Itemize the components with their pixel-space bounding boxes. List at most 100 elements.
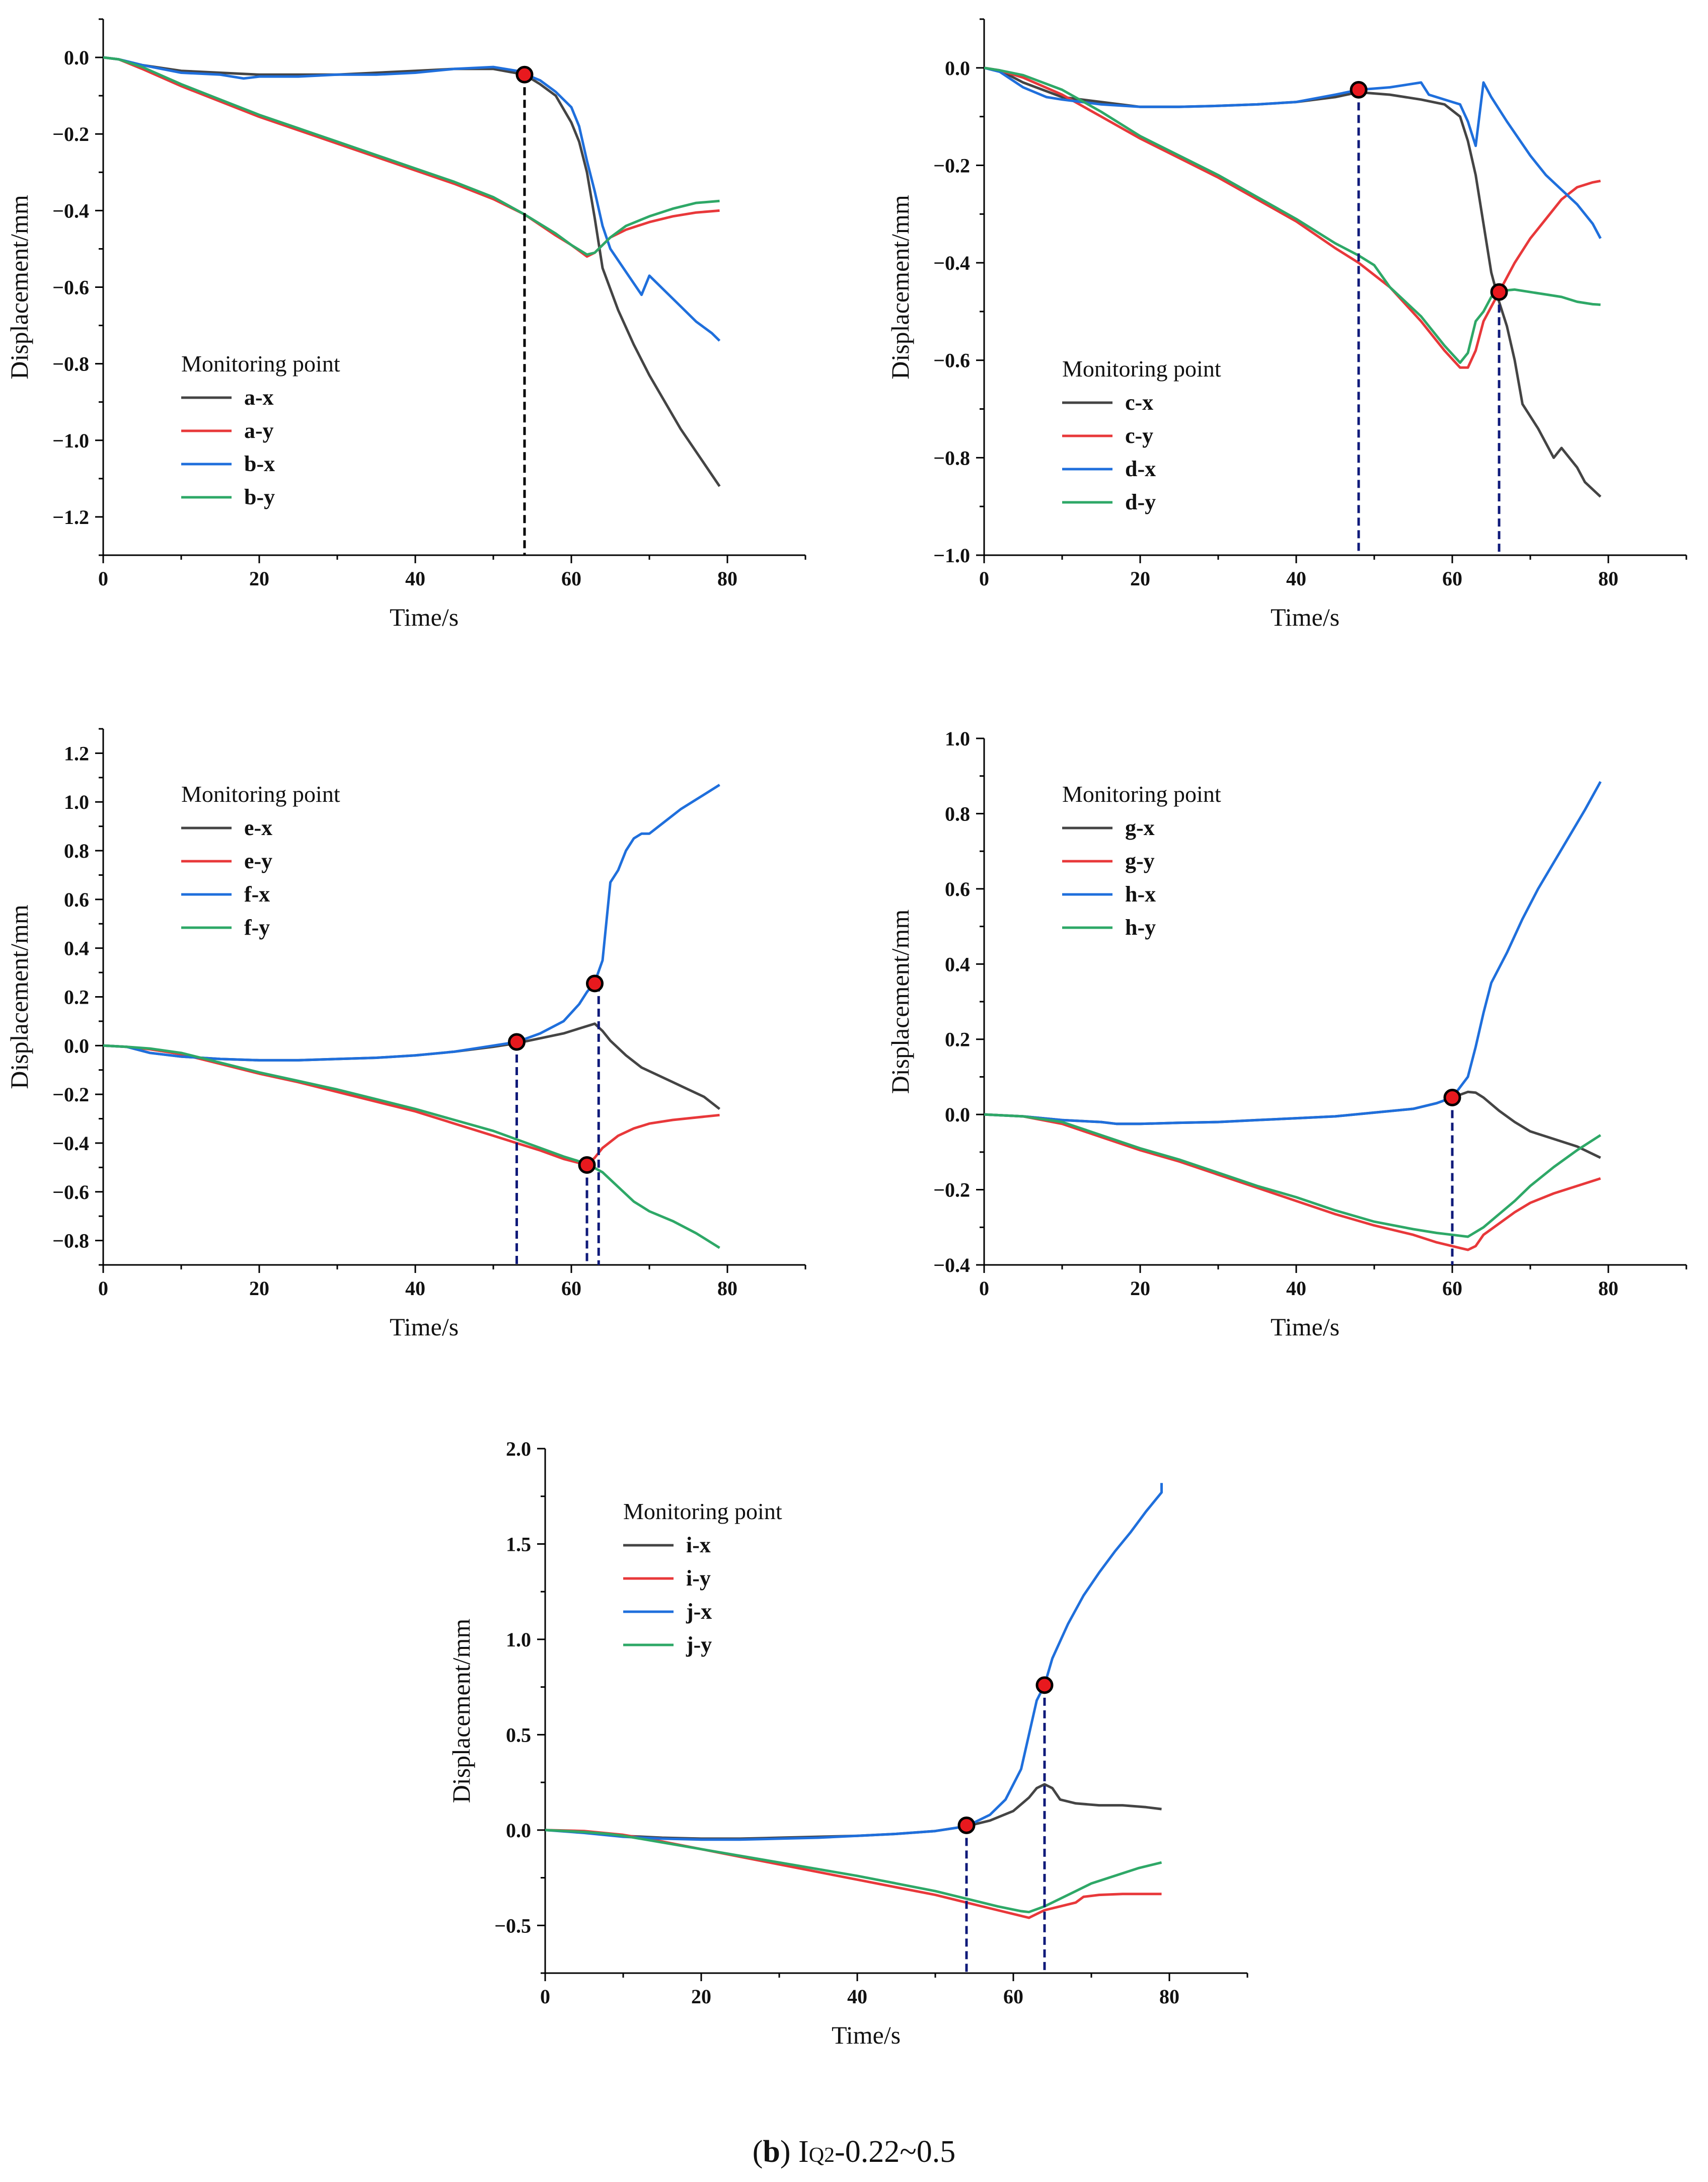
- legend-label-i-x: i-x: [686, 1533, 711, 1557]
- x-tick-label: 20: [249, 1277, 269, 1300]
- caption-subscript: Q2: [808, 2144, 835, 2167]
- x-tick-label: 0: [540, 1985, 550, 2008]
- y-tick-label: 1.0: [506, 1628, 531, 1651]
- y-tick-label: 0.0: [945, 1103, 970, 1126]
- y-axis-label: Displacement/mm: [5, 905, 33, 1089]
- x-tick-label: 20: [249, 567, 269, 590]
- y-tick-label: −0.5: [494, 1914, 531, 1937]
- y-tick-label: 0.5: [506, 1723, 531, 1746]
- series-line-j-y: [545, 1829, 1162, 1914]
- legend-label-e-x: e-x: [244, 815, 272, 840]
- panel-ef: 0 20 40 60 80 1.2 1.0 0.8 0.6 0.4 0.2 0.0 −0.2 −0.4 −0…: [5, 728, 806, 1341]
- y-tick-label: 0.2: [64, 986, 89, 1009]
- panel-ij: 0 20 40 60 80 2.0 1.5 1.0 0.5 0.0 −0.5 Time/s Displa…: [447, 1438, 1248, 2049]
- figure-caption: (b) IQ2-0.22~0.5: [752, 2135, 956, 2169]
- x-tick-label: 0: [979, 567, 989, 590]
- critical-point-marker: [515, 65, 534, 84]
- series-line-j-x: [545, 1483, 1163, 1841]
- y-tick-label: 0.0: [945, 57, 970, 80]
- y-tick-label: −1.0: [933, 544, 970, 567]
- legend-label-a-y: a-y: [244, 418, 274, 443]
- panel-cd: 0 20 40 60 80 0.0 −0.2 −0.4 −0.6 −0.8 −1.0 Time/s Di…: [886, 18, 1687, 631]
- y-tick-label: 0.2: [945, 1028, 970, 1051]
- legend-label-a-x: a-x: [244, 385, 274, 410]
- y-tick-label: 1.2: [64, 742, 89, 765]
- legend-title: Monitoring point: [623, 1498, 782, 1524]
- y-tick-label: 0.4: [64, 937, 89, 960]
- y-tick-label: 0.6: [945, 878, 970, 900]
- legend: Monitoring point g-x g-y h-x h-y: [1062, 781, 1221, 940]
- y-tick-label: −0.4: [52, 1132, 89, 1155]
- legend-title: Monitoring point: [181, 781, 340, 807]
- series-line-g-y: [984, 1113, 1601, 1251]
- x-axis-label: Time/s: [390, 1313, 459, 1341]
- series-line-c-x: [984, 66, 1602, 498]
- y-tick-label: 0.4: [945, 953, 970, 975]
- y-tick-label: 0.0: [506, 1819, 531, 1842]
- legend-label-h-y: h-y: [1125, 915, 1156, 940]
- y-tick-label: −0.4: [933, 252, 970, 274]
- y-tick-label: −0.4: [933, 1254, 970, 1276]
- x-tick-label: 40: [847, 1985, 867, 2008]
- x-tick-label: 0: [98, 1277, 108, 1300]
- panel-ab: 0 20 40 60 80 0.0 −0.2 −0.4 −0.6 −0.8 −1.0 −1.2 Time…: [5, 18, 806, 631]
- x-axis-label: Time/s: [390, 603, 459, 631]
- y-tick-label: −0.2: [52, 123, 89, 145]
- x-tick-label: 0: [98, 567, 108, 590]
- critical-point-marker: [586, 974, 604, 993]
- series-line-f-y: [103, 1044, 720, 1249]
- plot-area: [984, 781, 1602, 1251]
- series-line-a-x: [103, 56, 721, 487]
- y-tick-label: −0.8: [933, 446, 970, 469]
- series-line-f-x: [103, 784, 720, 1062]
- legend-label-b-y: b-y: [244, 485, 275, 509]
- series-line-h-y: [984, 1113, 1601, 1238]
- critical-point-marker: [957, 1816, 976, 1834]
- legend: Monitoring point c-x c-y d-x d-y: [1062, 356, 1221, 514]
- plot-area: [103, 784, 721, 1249]
- caption-prefix: I: [798, 2135, 809, 2169]
- x-tick-label: 20: [1130, 1277, 1150, 1300]
- y-tick-label: 0.8: [64, 840, 89, 862]
- legend-title: Monitoring point: [1062, 356, 1221, 382]
- x-tick-label: 60: [1442, 567, 1462, 590]
- y-tick-label: −1.0: [52, 429, 89, 452]
- series-line-e-y: [103, 1044, 720, 1166]
- legend: Monitoring point i-x i-y j-x j-y: [623, 1498, 782, 1657]
- critical-point-marker: [1350, 81, 1368, 99]
- x-tick-label: 80: [717, 567, 737, 590]
- y-tick-label: 0.0: [64, 1034, 89, 1057]
- y-tick-label: 0.6: [64, 888, 89, 911]
- legend-label-c-x: c-x: [1125, 390, 1153, 415]
- legend-label-c-y: c-y: [1125, 423, 1153, 448]
- y-tick-label: −0.2: [933, 154, 970, 177]
- x-tick-label: 40: [405, 1277, 425, 1300]
- x-tick-label: 40: [1286, 1277, 1306, 1300]
- y-tick-label: 1.0: [64, 791, 89, 813]
- critical-point-marker: [1443, 1089, 1461, 1107]
- caption-panel-label: b: [763, 2135, 780, 2169]
- legend-label-g-x: g-x: [1125, 815, 1155, 840]
- y-tick-label: −0.6: [52, 1181, 89, 1203]
- y-tick-label: −0.2: [52, 1083, 89, 1106]
- y-tick-label: −0.2: [933, 1179, 970, 1201]
- series-line-b-y: [103, 56, 720, 256]
- x-tick-label: 60: [561, 567, 581, 590]
- legend-label-f-x: f-x: [244, 882, 270, 907]
- series-line-i-x: [545, 1783, 1162, 1840]
- x-tick-label: 40: [1286, 567, 1306, 590]
- series-line-d-y: [984, 66, 1601, 364]
- legend-label-d-y: d-y: [1125, 490, 1156, 514]
- legend-label-d-x: d-x: [1125, 457, 1156, 481]
- series-line-a-y: [103, 56, 720, 258]
- legend: Monitoring point e-x e-y f-x f-y: [181, 781, 340, 940]
- series-line-d-x: [984, 66, 1602, 239]
- legend-title: Monitoring point: [181, 351, 340, 377]
- x-tick-label: 60: [561, 1277, 581, 1300]
- y-tick-label: −1.2: [52, 506, 89, 529]
- y-axis-label: Displacement/mm: [447, 1619, 475, 1803]
- legend-label-f-y: f-y: [244, 915, 270, 940]
- x-axis-label: Time/s: [1271, 1313, 1340, 1341]
- x-tick-label: 40: [405, 567, 425, 590]
